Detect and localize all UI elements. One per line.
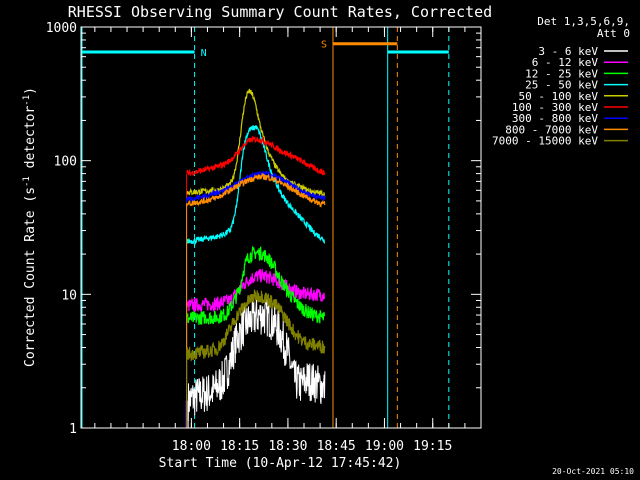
x-axis: 18:00 18:15 18:30 18:45 19:00 19:15 xyxy=(94,27,482,454)
y-axis-label-sup2: -1 xyxy=(22,95,32,106)
y-axis-label-main: Corrected Count Rate (s xyxy=(23,187,38,367)
x-tick-label: 18:30 xyxy=(268,439,307,454)
y-axis-label: Corrected Count Rate (s-1 detector-1) xyxy=(22,87,38,367)
x-tick-label: 18:45 xyxy=(317,439,356,454)
series-line xyxy=(186,268,325,314)
y-axis-label-sup1: -1 xyxy=(22,176,32,187)
legend-label: 12 - 25 keV xyxy=(525,67,598,80)
y-axis-label-mid: detector xyxy=(23,106,38,177)
night-label: N xyxy=(201,48,207,59)
legend-label: 100 - 300 keV xyxy=(512,101,598,114)
series-line xyxy=(186,88,326,198)
series-line xyxy=(186,245,326,325)
legend-header-line1: Det 1,3,5,6,9, xyxy=(537,15,630,28)
legend-label: 7000 - 15000 keV xyxy=(492,135,598,148)
footer-date: 20-Oct-2021 05:10 xyxy=(552,467,634,476)
annotation-layer: NS xyxy=(81,27,450,428)
legend-label: 3 - 6 keV xyxy=(538,45,598,58)
legend-label: 300 - 800 keV xyxy=(512,112,598,125)
y-tick-label: 100 xyxy=(54,155,77,170)
legend-label: 25 - 50 keV xyxy=(525,79,598,92)
chart-title: RHESSI Observing Summary Count Rates, Co… xyxy=(68,3,492,21)
legend-label: 6 - 12 keV xyxy=(532,56,599,69)
series-line xyxy=(186,169,326,203)
x-tick-label: 19:00 xyxy=(365,439,404,454)
plot-frame xyxy=(80,26,482,429)
series-line xyxy=(186,289,326,362)
y-axis-label-end: ) xyxy=(23,87,38,95)
y-axis: 1000 100 10 1 xyxy=(46,21,481,437)
y-tick-label: 1 xyxy=(69,422,77,437)
legend-header-line2: Att 0 xyxy=(597,27,630,40)
x-tick-label: 19:15 xyxy=(413,439,452,454)
x-tick-label: 18:00 xyxy=(172,439,211,454)
legend-label: 50 - 100 keV xyxy=(519,90,599,103)
series-line xyxy=(186,125,326,245)
series-layer xyxy=(186,88,326,428)
saa-label: S xyxy=(321,40,327,51)
legend-label: 800 - 7000 keV xyxy=(505,123,598,136)
y-tick-label: 10 xyxy=(61,288,77,303)
series-line xyxy=(186,172,326,208)
series-line xyxy=(186,135,326,176)
y-tick-label: 1000 xyxy=(46,21,77,36)
x-tick-label: 18:15 xyxy=(220,439,259,454)
x-axis-label: Start Time (10-Apr-12 17:45:42) xyxy=(159,456,402,471)
